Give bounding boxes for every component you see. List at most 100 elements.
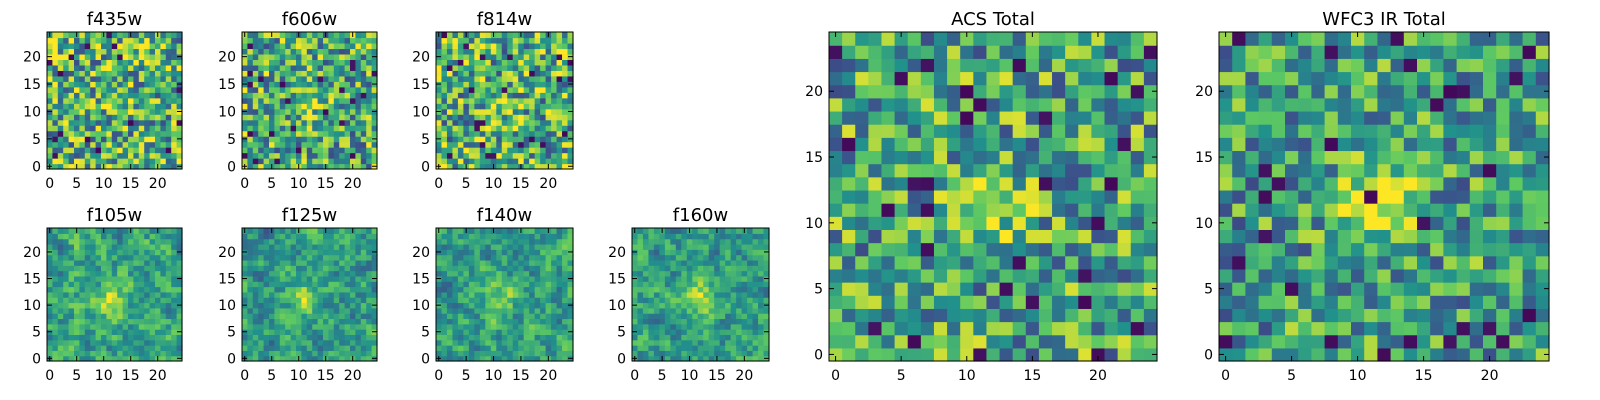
heatmap-cell [317,64,324,71]
heatmap-cell [463,37,470,44]
heatmap-cell [52,307,59,314]
heatmap-cell [670,302,677,309]
heatmap-cell [441,334,448,341]
heatmap-cell [730,302,737,309]
heatmap-cell [79,75,86,82]
heatmap-cell [171,323,178,330]
heatmap-cell [258,92,265,99]
heatmap-cell [441,307,448,314]
y-tick-label: 20 [23,50,41,66]
heatmap-cell [719,350,726,357]
heatmap-cell [479,334,486,341]
heatmap-cell [534,152,541,159]
heatmap-cell [496,228,503,234]
heatmap-cell [1143,347,1158,362]
heatmap-cell [344,238,351,245]
heatmap-cell [457,125,464,132]
heatmap-cell [301,254,308,261]
heatmap-cell [512,42,519,50]
heatmap-cell [686,259,693,266]
heatmap-cell [463,270,470,277]
heatmap-cell [999,229,1014,244]
heatmap-cell [95,130,102,137]
heatmap-cell [436,254,443,261]
heatmap-cell [523,136,530,143]
heatmap-cell [719,259,726,266]
heatmap-cell [457,70,464,77]
heatmap-cell [355,313,362,320]
heatmap-cell [74,59,80,66]
heatmap-cell [703,286,710,293]
heatmap-cell [269,125,275,132]
heatmap-cell [490,86,497,93]
heatmap-cell [79,163,86,170]
heatmap-cell [752,313,759,320]
heatmap-cell [90,37,97,44]
heatmap-cell [344,141,351,148]
heatmap-cell [117,249,124,256]
heatmap-cell [562,70,569,77]
heatmap-cell [556,286,563,293]
heatmap-cell [101,339,107,346]
heatmap-cell [95,141,102,148]
heatmap-cell [344,42,351,50]
heatmap-cell [111,114,118,121]
heatmap-cell [703,355,710,362]
heatmap-cell [697,323,704,330]
heatmap-cell [567,286,574,293]
heatmap-cell [452,103,459,110]
heatmap-cell [133,81,140,88]
heatmap-cell [306,313,313,320]
heatmap-cell [441,275,448,282]
heatmap-cell [285,70,292,77]
heatmap-cell [52,291,59,298]
heatmap-cell [84,249,91,256]
heatmap-cell [79,32,86,39]
heatmap-cell [95,334,102,341]
heatmap-cell [763,339,770,346]
heatmap-cell [63,97,70,104]
heatmap-cell [296,281,302,288]
heatmap-cell [360,92,367,99]
heatmap-cell [285,53,292,60]
heatmap-cell [160,48,167,55]
heatmap-cell [52,75,59,82]
heatmap-cell [176,297,183,304]
heatmap-cell [263,249,270,256]
heatmap-cell [117,243,124,250]
heatmap-cell [111,32,118,39]
heatmap-cell [138,270,145,277]
heatmap-cell [63,114,70,121]
heatmap-cell [333,228,340,234]
heatmap-cell [1025,255,1040,270]
heatmap-cell [317,265,324,272]
heatmap-cell [57,136,64,143]
heatmap-cell [479,86,486,93]
heatmap-cell [84,81,91,88]
heatmap-cell [128,323,134,330]
heatmap-cell [138,53,145,60]
heatmap-cell [457,350,464,357]
heatmap-cell [360,228,367,234]
heatmap-cell [752,302,759,309]
heatmap-cell [111,37,118,44]
heatmap-cell [540,297,547,304]
heatmap-cell [63,163,70,170]
heatmap-cell [252,136,259,143]
heatmap-cell [501,97,508,104]
heatmap-cell [149,275,156,282]
heatmap-cell [1038,268,1053,283]
heatmap-cells [242,228,378,362]
heatmap-cell [562,228,569,234]
x-tick-label: 20 [735,368,753,384]
heatmap-cell [252,313,259,320]
heatmap-cell [436,147,443,154]
heatmap-cell [101,270,107,277]
heatmap-cell [551,329,558,335]
heatmap-cell [545,64,552,71]
heatmap-cell [507,339,514,346]
heatmap-cell [171,318,178,325]
heatmap-cell [57,339,64,346]
heatmap-cell [556,75,563,82]
